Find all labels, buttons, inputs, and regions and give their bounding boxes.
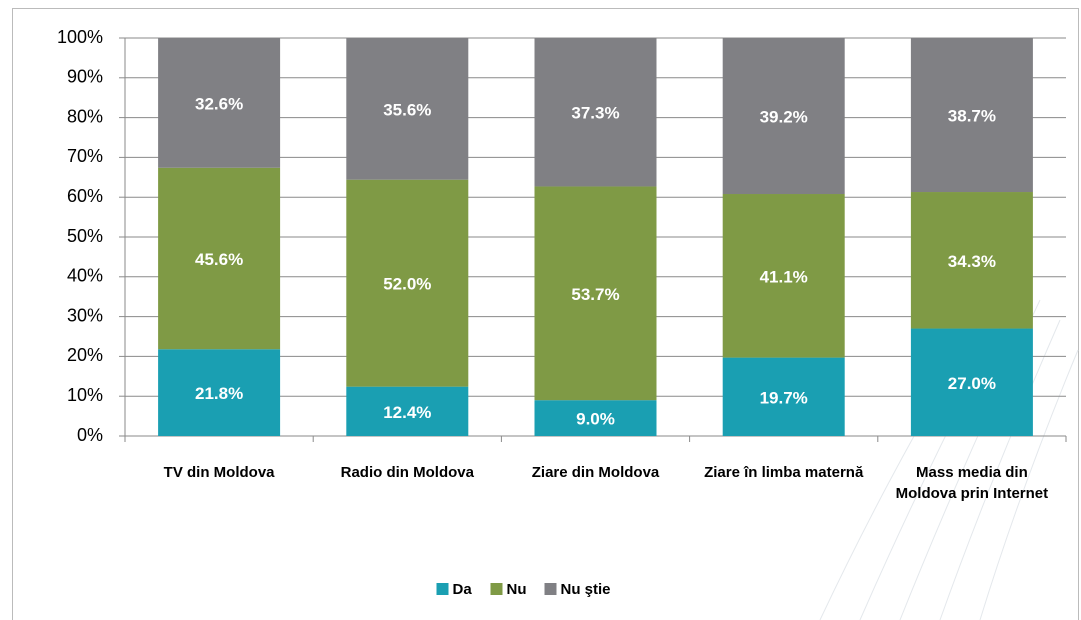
bar-segment bbox=[910, 38, 1033, 193]
data-label: 52.0% bbox=[383, 275, 431, 294]
y-tick-label: 80% bbox=[67, 106, 103, 126]
bar-segment bbox=[158, 38, 281, 168]
data-label: 53.7% bbox=[571, 285, 619, 304]
legend-swatch bbox=[544, 583, 557, 595]
data-label: 19.7% bbox=[760, 388, 808, 407]
bar-segment bbox=[346, 386, 469, 436]
x-tick-label: TV din Moldova bbox=[163, 464, 275, 481]
data-label: 39.2% bbox=[760, 107, 808, 126]
y-tick-label: 60% bbox=[67, 186, 103, 206]
data-label: 35.6% bbox=[383, 100, 431, 119]
x-tick-label: Radio din Moldova bbox=[340, 464, 474, 481]
bar-segment bbox=[534, 186, 657, 401]
legend-swatch bbox=[490, 583, 503, 595]
data-label: 37.3% bbox=[571, 104, 619, 123]
frame bbox=[12, 8, 1079, 620]
data-label: 32.6% bbox=[195, 94, 243, 113]
y-tick-label: 50% bbox=[67, 226, 103, 246]
bar-segment bbox=[910, 192, 1033, 329]
x-tick-label: Ziare în limba maternă bbox=[704, 464, 864, 481]
y-tick-label: 40% bbox=[67, 266, 103, 286]
bar-segment bbox=[534, 400, 657, 436]
bar-segment bbox=[346, 38, 469, 180]
data-label: 12.4% bbox=[383, 403, 431, 422]
legend-swatch bbox=[436, 583, 449, 595]
data-label: 21.8% bbox=[195, 384, 243, 403]
y-tick-label: 10% bbox=[67, 385, 103, 405]
bar-segment bbox=[158, 167, 281, 350]
y-tick-label: 70% bbox=[67, 146, 103, 166]
data-label: 38.7% bbox=[948, 106, 996, 125]
bar-segment bbox=[722, 194, 845, 358]
legend-label: Nu ştie bbox=[561, 581, 611, 598]
data-label: 34.3% bbox=[948, 252, 996, 271]
data-label: 41.1% bbox=[760, 267, 808, 286]
bar-segment bbox=[722, 357, 845, 436]
data-label: 27.0% bbox=[948, 374, 996, 393]
data-label: 45.6% bbox=[195, 250, 243, 269]
y-tick-label: 90% bbox=[67, 67, 103, 87]
x-tick-label: Ziare din Moldova bbox=[531, 464, 660, 481]
data-label: 9.0% bbox=[576, 410, 615, 429]
bar-segment bbox=[346, 179, 469, 387]
y-tick-label: 100% bbox=[57, 27, 103, 47]
bar-segment bbox=[910, 328, 1033, 436]
y-tick-label: 0% bbox=[77, 425, 103, 445]
legend-label: Nu bbox=[507, 581, 527, 598]
y-tick-label: 20% bbox=[67, 345, 103, 365]
bar-segment bbox=[158, 349, 281, 436]
bar-segment bbox=[534, 38, 657, 187]
bar-segment bbox=[722, 38, 845, 195]
y-tick-label: 30% bbox=[67, 305, 103, 325]
x-tick-label: Mass media din Moldova prin Internet bbox=[895, 464, 1049, 502]
legend-label: Da bbox=[453, 581, 473, 598]
